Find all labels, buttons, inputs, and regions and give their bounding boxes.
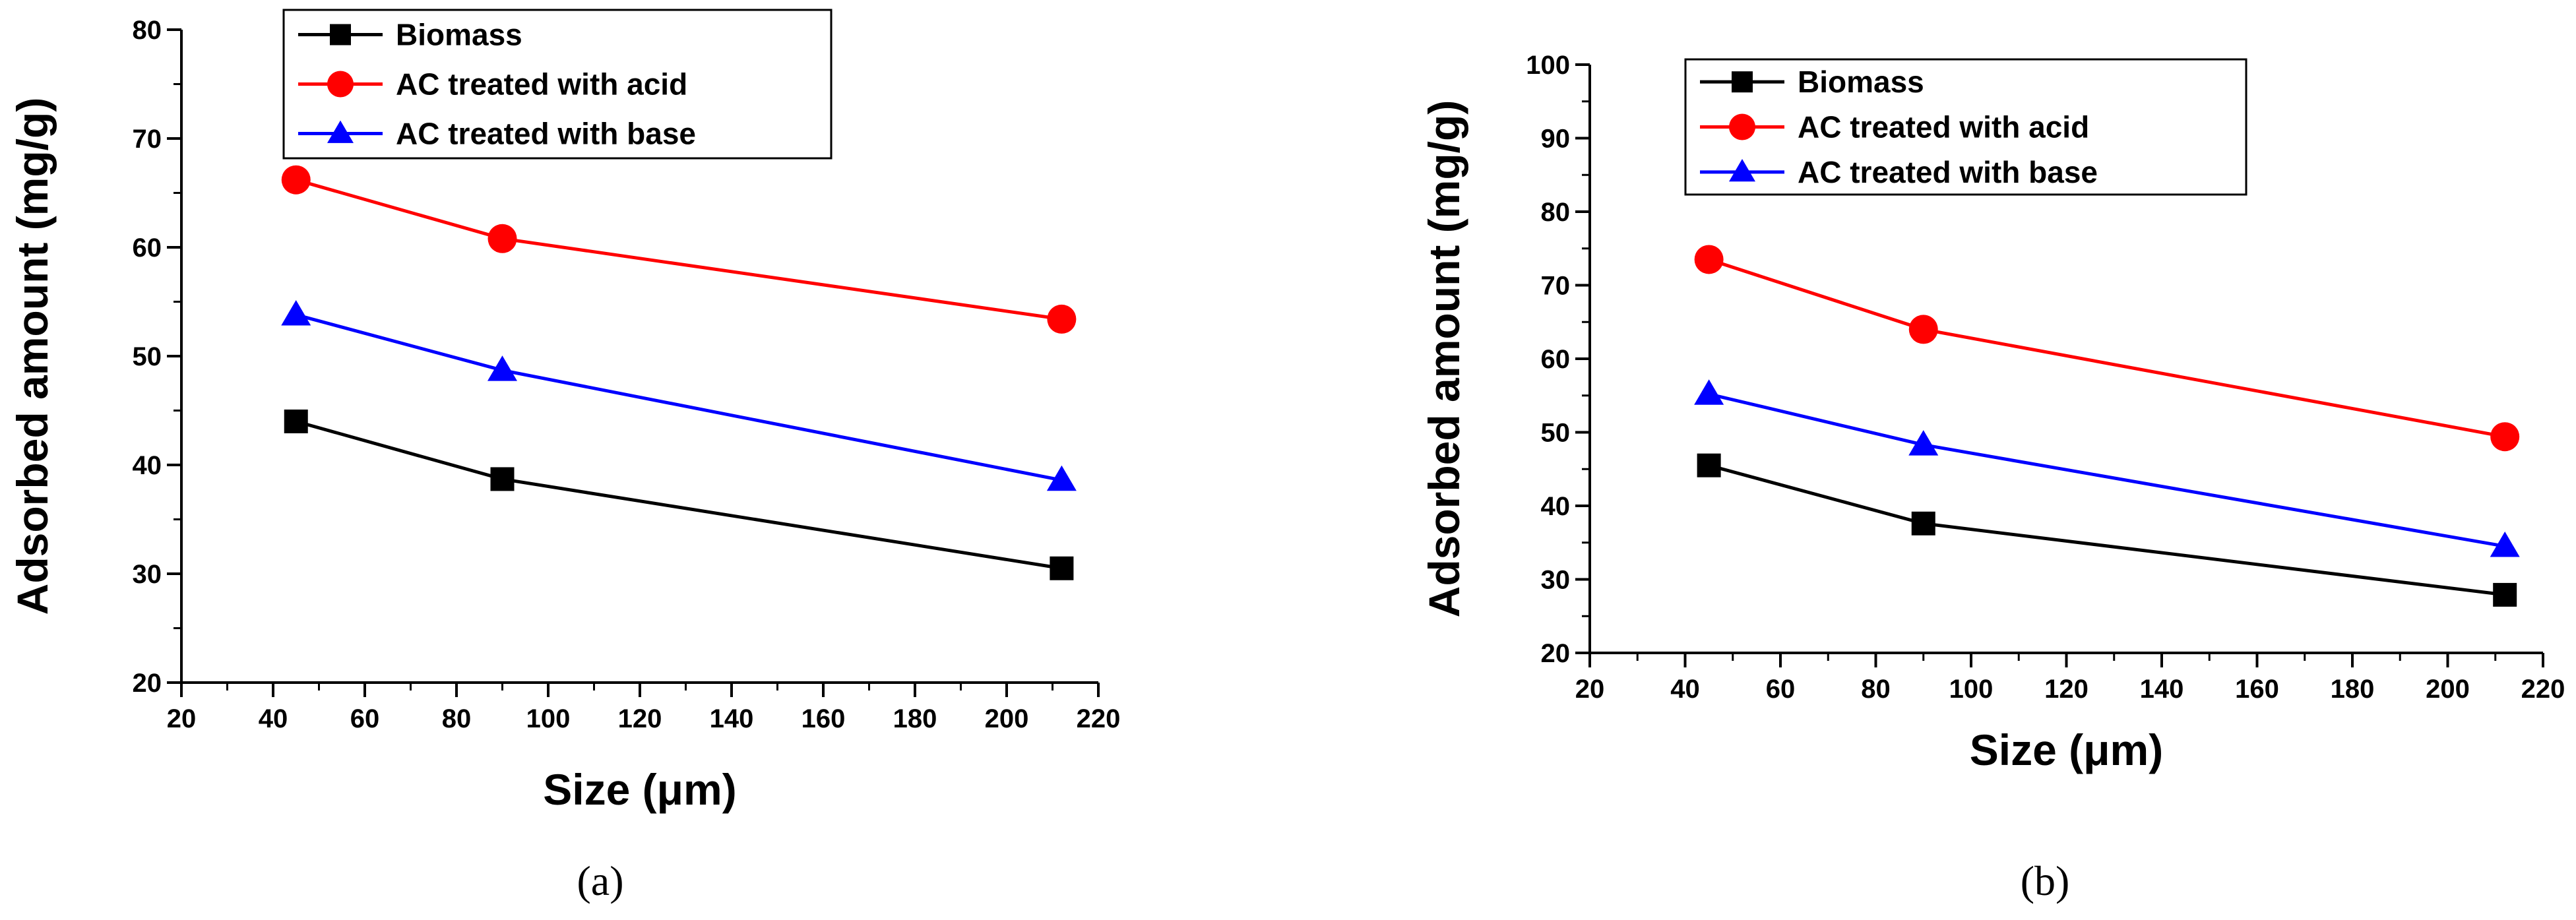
legend-label: AC treated with acid [1798,110,2089,144]
x-tick-label: 80 [442,704,472,733]
data-point-circle [2490,422,2520,452]
y-tick-label: 80 [133,16,162,45]
x-tick-label: 120 [618,704,662,733]
y-tick-label: 90 [1541,125,1571,154]
data-point-triangle [281,299,311,326]
x-tick-label: 180 [2331,675,2375,704]
y-tick-label: 80 [1541,198,1571,227]
y-tick-label: 20 [133,669,162,698]
legend-label: AC treated with base [1798,155,2098,189]
y-tick-label: 30 [1541,566,1571,595]
y-tick-label: 60 [133,233,162,262]
data-point-square [1050,556,1074,580]
data-point-circle [281,165,311,195]
data-point-circle [1694,245,1724,274]
legend-label: Biomass [1798,65,1924,99]
x-tick-label: 80 [1861,675,1891,704]
legend-marker-triangle [1729,158,1755,182]
x-axis-title: Size (μm) [543,765,736,814]
legend-marker-circle [1729,113,1755,140]
legend-marker-circle [327,71,354,98]
y-tick-label: 60 [1541,345,1571,374]
legend: Biomass AC treated with acid AC treated wi… [282,9,832,160]
chart-panel-a: 20 40 60 80 100 120 140 160 180 200 220 20 30 40 50 60 7… [8,9,1121,904]
x-tick-label: 120 [2044,675,2089,704]
legend-marker-square [330,24,351,46]
panel-label: (b) [2021,857,2070,904]
x-axis-title: Size (μm) [1970,725,2163,774]
data-point-square [1911,511,1935,536]
legend-label: AC treated with base [396,117,696,151]
x-tick-label: 180 [893,704,937,733]
data-point-triangle [1046,465,1077,491]
x-tick-label: 200 [985,704,1029,733]
y-tick-label: 70 [1541,272,1571,301]
y-tick-label: 30 [133,560,162,589]
data-point-circle [1047,304,1077,334]
data-point-triangle [2490,532,2520,557]
x-tick-label: 20 [1575,675,1605,704]
x-tick-label: 200 [2426,675,2470,704]
x-tick-label: 220 [2521,675,2565,704]
x-tick-label: 40 [259,704,288,733]
x-tick-label: 140 [710,704,754,733]
data-point-circle [1908,315,1938,344]
y-tick-label: 70 [133,125,162,154]
legend: Biomass AC treated with acid AC treated wi… [1684,58,2247,196]
y-tick-label: 50 [1541,419,1571,448]
x-tick-label: 60 [1766,675,1796,704]
legend-label: AC treated with acid [396,67,687,102]
series-line-2 [1709,392,2505,548]
series-line-0 [296,419,1062,570]
data-point-square [1697,453,1721,477]
series-line-2 [296,313,1062,482]
data-point-square [284,410,308,433]
panel-label: (a) [577,857,623,904]
data-point-triangle [487,355,517,381]
x-tick-label: 100 [1949,675,1994,704]
y-axis-title: Adsorbed amount (mg/g) [8,98,57,615]
y-tick-label: 100 [1526,51,1570,80]
legend-label: Biomass [396,18,522,52]
data-point-circle [487,224,517,253]
series-line-0 [1708,464,2505,597]
x-tick-label: 220 [1077,704,1121,733]
data-point-square [490,467,515,491]
data-point-square [2493,582,2517,607]
x-tick-label: 160 [801,704,846,733]
legend-marker-triangle [327,120,354,143]
legend-marker-square [1732,71,1753,93]
chart-panel-b: 20 40 60 80 100 120 140 160 180 200 220 20 30 40 50 60 7… [1420,51,2565,904]
series-line-1 [1708,258,2505,439]
y-tick-label: 20 [1541,639,1571,668]
x-tick-label: 140 [2140,675,2184,704]
series-line-1 [296,178,1062,321]
data-point-triangle [1694,379,1724,405]
x-tick-label: 40 [1670,675,1700,704]
x-tick-label: 160 [2235,675,2279,704]
x-tick-label: 60 [350,704,380,733]
data-point-triangle [1908,430,1939,456]
x-tick-label: 20 [167,704,197,733]
y-tick-label: 40 [1541,492,1571,521]
y-axis-title: Adsorbed amount (mg/g) [1420,100,1468,618]
y-tick-label: 40 [133,451,162,480]
y-tick-label: 50 [133,342,162,371]
x-tick-label: 100 [526,704,571,733]
